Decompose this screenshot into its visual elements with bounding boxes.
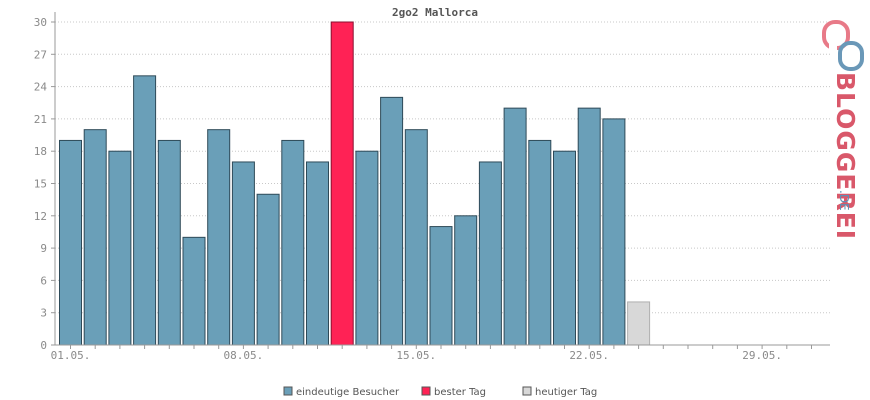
brand-name: BLOGGEREI (831, 72, 860, 240)
bar-today (627, 301, 651, 346)
bar (207, 129, 231, 346)
bar (380, 96, 404, 346)
legend-swatch (283, 386, 293, 396)
y-tick-label: 30 (34, 16, 47, 29)
legend-swatch (421, 386, 431, 396)
legend-label: heutiger Tag (535, 387, 597, 398)
bar (83, 129, 107, 346)
x-tick-label: 29.05. (742, 349, 782, 362)
bar (404, 129, 428, 346)
x-tick-label: 22.05. (569, 349, 609, 362)
bar (478, 161, 502, 346)
y-tick-label: 0 (40, 339, 47, 352)
y-tick-label: 3 (40, 307, 47, 320)
bar (59, 139, 82, 346)
legend-swatch (522, 386, 532, 396)
bar (231, 161, 255, 346)
y-tick-label: 15 (34, 178, 47, 191)
link-icon (822, 20, 864, 71)
y-tick-label: 18 (34, 145, 47, 158)
legend-label: eindeutige Besucher (296, 387, 400, 398)
bar (577, 107, 601, 346)
legend-label: bester Tag (434, 387, 486, 398)
bar (133, 75, 157, 346)
bar-best-day (330, 21, 354, 346)
y-tick-label: 6 (40, 274, 47, 287)
bar (503, 107, 527, 346)
y-axis-ticks: 0 3 6 9 12 15 18 21 24 27 30 (34, 16, 55, 352)
bar (553, 150, 576, 346)
x-axis-ticks: 01.05. 08.05. 15.05. 22.05. 29.05. (51, 345, 812, 362)
bars (59, 21, 651, 346)
bar (429, 226, 453, 346)
x-tick-label: 15.05. (396, 349, 436, 362)
brand-domain: .DE (837, 190, 851, 211)
bar (306, 161, 329, 346)
y-tick-label: 12 (34, 210, 47, 223)
bar (454, 215, 478, 346)
bar (281, 139, 305, 346)
y-tick-label: 9 (40, 242, 47, 255)
bar (182, 236, 206, 346)
bar (528, 139, 552, 346)
legend-item-best-day: bester Tag (421, 386, 486, 398)
bar (108, 150, 132, 346)
x-tick-label: 01.05. (51, 349, 91, 362)
legend: eindeutige Besucher bester Tag heutiger Ta… (283, 386, 597, 398)
x-tick-label: 08.05. (224, 349, 264, 362)
bar (602, 118, 626, 346)
bloggerei-logo: BLOGGEREI .DE (822, 20, 864, 240)
legend-item-visitors: eindeutige Besucher (283, 386, 400, 398)
bar (355, 150, 379, 346)
chart-title: 2go2 Mallorca (392, 6, 478, 19)
y-tick-label: 21 (34, 113, 47, 126)
legend-item-today: heutiger Tag (522, 386, 597, 398)
axes (54, 12, 830, 346)
bar (157, 139, 181, 346)
y-tick-label: 27 (34, 48, 47, 61)
y-tick-label: 24 (34, 81, 48, 94)
bar (256, 193, 280, 346)
